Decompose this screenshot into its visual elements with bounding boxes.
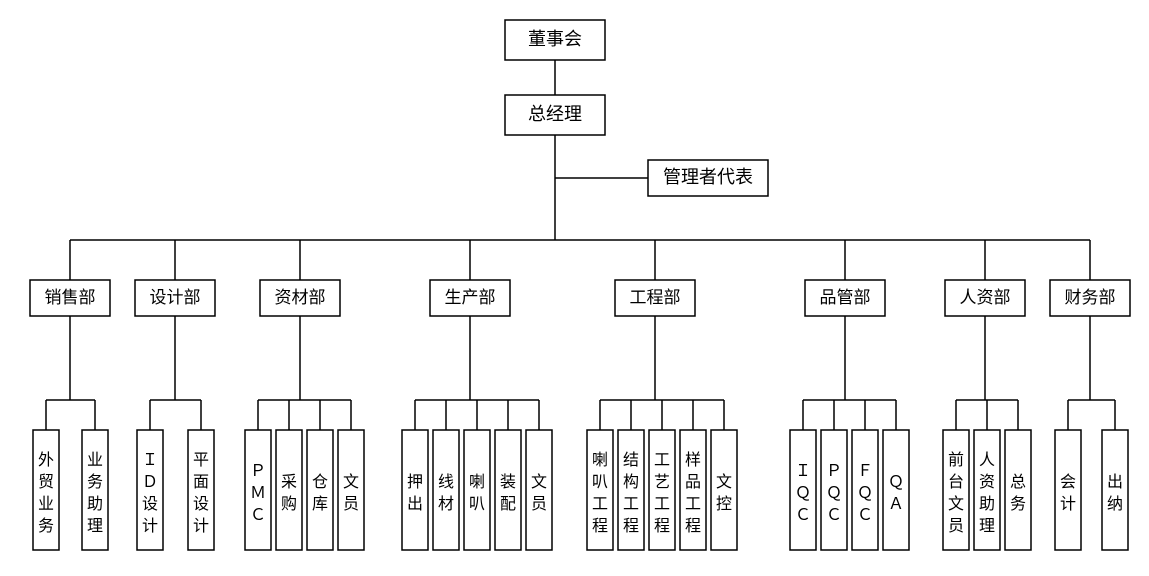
rep-label: 管理者代表 bbox=[663, 167, 753, 187]
leaf-label-material-2: 仓库 bbox=[312, 473, 328, 513]
leaf-label-qc-2: ＦＱＣ bbox=[857, 463, 873, 524]
dept-label-design: 设计部 bbox=[150, 288, 201, 307]
leaf-label-eng-0: 喇叭工程 bbox=[592, 451, 608, 535]
leaf-label-material-0: ＰＭＣ bbox=[250, 463, 266, 524]
leaf-label-hr-2: 总务 bbox=[1010, 473, 1026, 513]
leaf-label-fin-0: 会计 bbox=[1060, 473, 1076, 513]
dept-label-fin: 财务部 bbox=[1065, 288, 1116, 307]
leaf-label-design-1: 平面设计 bbox=[193, 452, 209, 535]
leaf-label-prod-2: 喇叭 bbox=[469, 473, 485, 513]
leaf-label-prod-3: 装配 bbox=[500, 473, 516, 513]
leaf-label-eng-2: 工艺工程 bbox=[654, 452, 670, 535]
leaf-label-eng-4: 文控 bbox=[716, 473, 732, 513]
board-label: 董事会 bbox=[528, 29, 582, 49]
leaf-label-material-3: 文员 bbox=[343, 473, 359, 513]
dept-label-prod: 生产部 bbox=[445, 288, 496, 307]
dept-label-material: 资材部 bbox=[275, 288, 326, 307]
leaf-label-eng-1: 结构工程 bbox=[623, 451, 639, 535]
dept-label-sales: 销售部 bbox=[45, 288, 96, 307]
leaf-label-sales-1: 业务助理 bbox=[87, 451, 103, 535]
leaf-label-prod-0: 押出 bbox=[407, 473, 423, 513]
dept-label-eng: 工程部 bbox=[630, 288, 681, 307]
dept-label-hr: 人资部 bbox=[960, 288, 1011, 307]
leaf-label-qc-3: ＱＡ bbox=[888, 474, 904, 513]
leaf-label-fin-1: 出纳 bbox=[1107, 473, 1123, 513]
gm-label: 总经理 bbox=[528, 104, 582, 124]
leaf-label-prod-1: 线材 bbox=[438, 473, 454, 513]
leaf-label-design-0: ＩＤ设计 bbox=[142, 452, 158, 535]
leaf-label-eng-3: 样品工程 bbox=[685, 451, 701, 535]
leaf-label-sales-0: 外贸业务 bbox=[38, 451, 54, 535]
leaf-label-hr-1: 人资助理 bbox=[979, 451, 995, 535]
leaf-label-hr-0: 前台文员 bbox=[948, 451, 964, 535]
leaf-label-prod-4: 文员 bbox=[531, 473, 547, 513]
leaf-label-material-1: 采购 bbox=[281, 473, 297, 513]
dept-label-qc: 品管部 bbox=[820, 288, 871, 307]
leaf-label-qc-0: ＩＱＣ bbox=[795, 463, 811, 524]
leaf-label-qc-1: ＰＱＣ bbox=[826, 463, 842, 524]
